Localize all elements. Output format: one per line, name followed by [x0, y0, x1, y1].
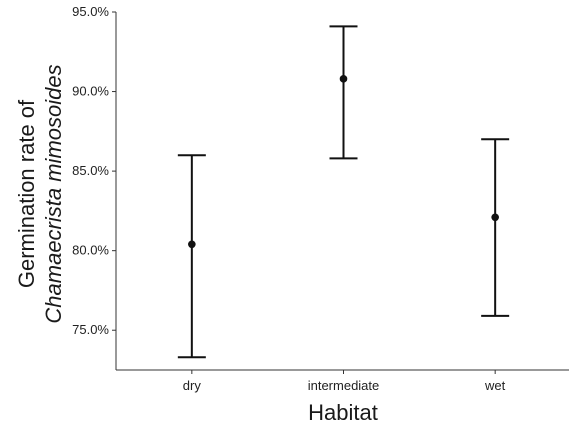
x-tick-label: intermediate [308, 378, 380, 393]
mean-point [339, 75, 348, 83]
y-tick-label: 90.0% [72, 84, 109, 99]
y-tick-label: 75.0% [72, 322, 109, 337]
y-tick-label: 80.0% [72, 243, 109, 258]
y-tick-label: 85.0% [72, 163, 109, 178]
y-axis-title: Germination rate of Chamaecrista mimosoi… [14, 64, 66, 323]
x-tick-label: dry [183, 378, 202, 393]
y-ticks: 75.0% 80.0% 85.0% 90.0% 95.0% [72, 4, 116, 337]
y-tick-label: 95.0% [72, 4, 109, 19]
mean-point [188, 240, 196, 249]
y-axis-title-line2: Chamaecrista mimosoides [41, 64, 66, 323]
y-axis-title-line1: Germination rate of [14, 99, 39, 288]
x-axis-title: Habitat [308, 400, 378, 425]
error-bars [177, 25, 510, 359]
x-tick-label: wet [484, 378, 506, 393]
x-ticks: dry intermediate wet [183, 370, 506, 393]
mean-point [491, 213, 499, 222]
